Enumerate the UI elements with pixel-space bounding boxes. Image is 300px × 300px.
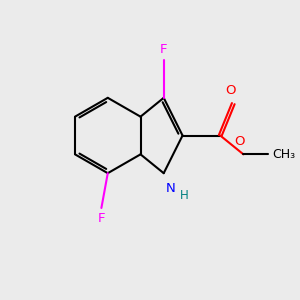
Text: O: O [235,135,245,148]
Text: N: N [166,182,176,195]
Text: H: H [180,189,188,202]
Text: O: O [225,84,236,97]
Text: F: F [160,43,167,56]
Text: CH₃: CH₃ [272,148,296,161]
Text: F: F [98,212,105,225]
